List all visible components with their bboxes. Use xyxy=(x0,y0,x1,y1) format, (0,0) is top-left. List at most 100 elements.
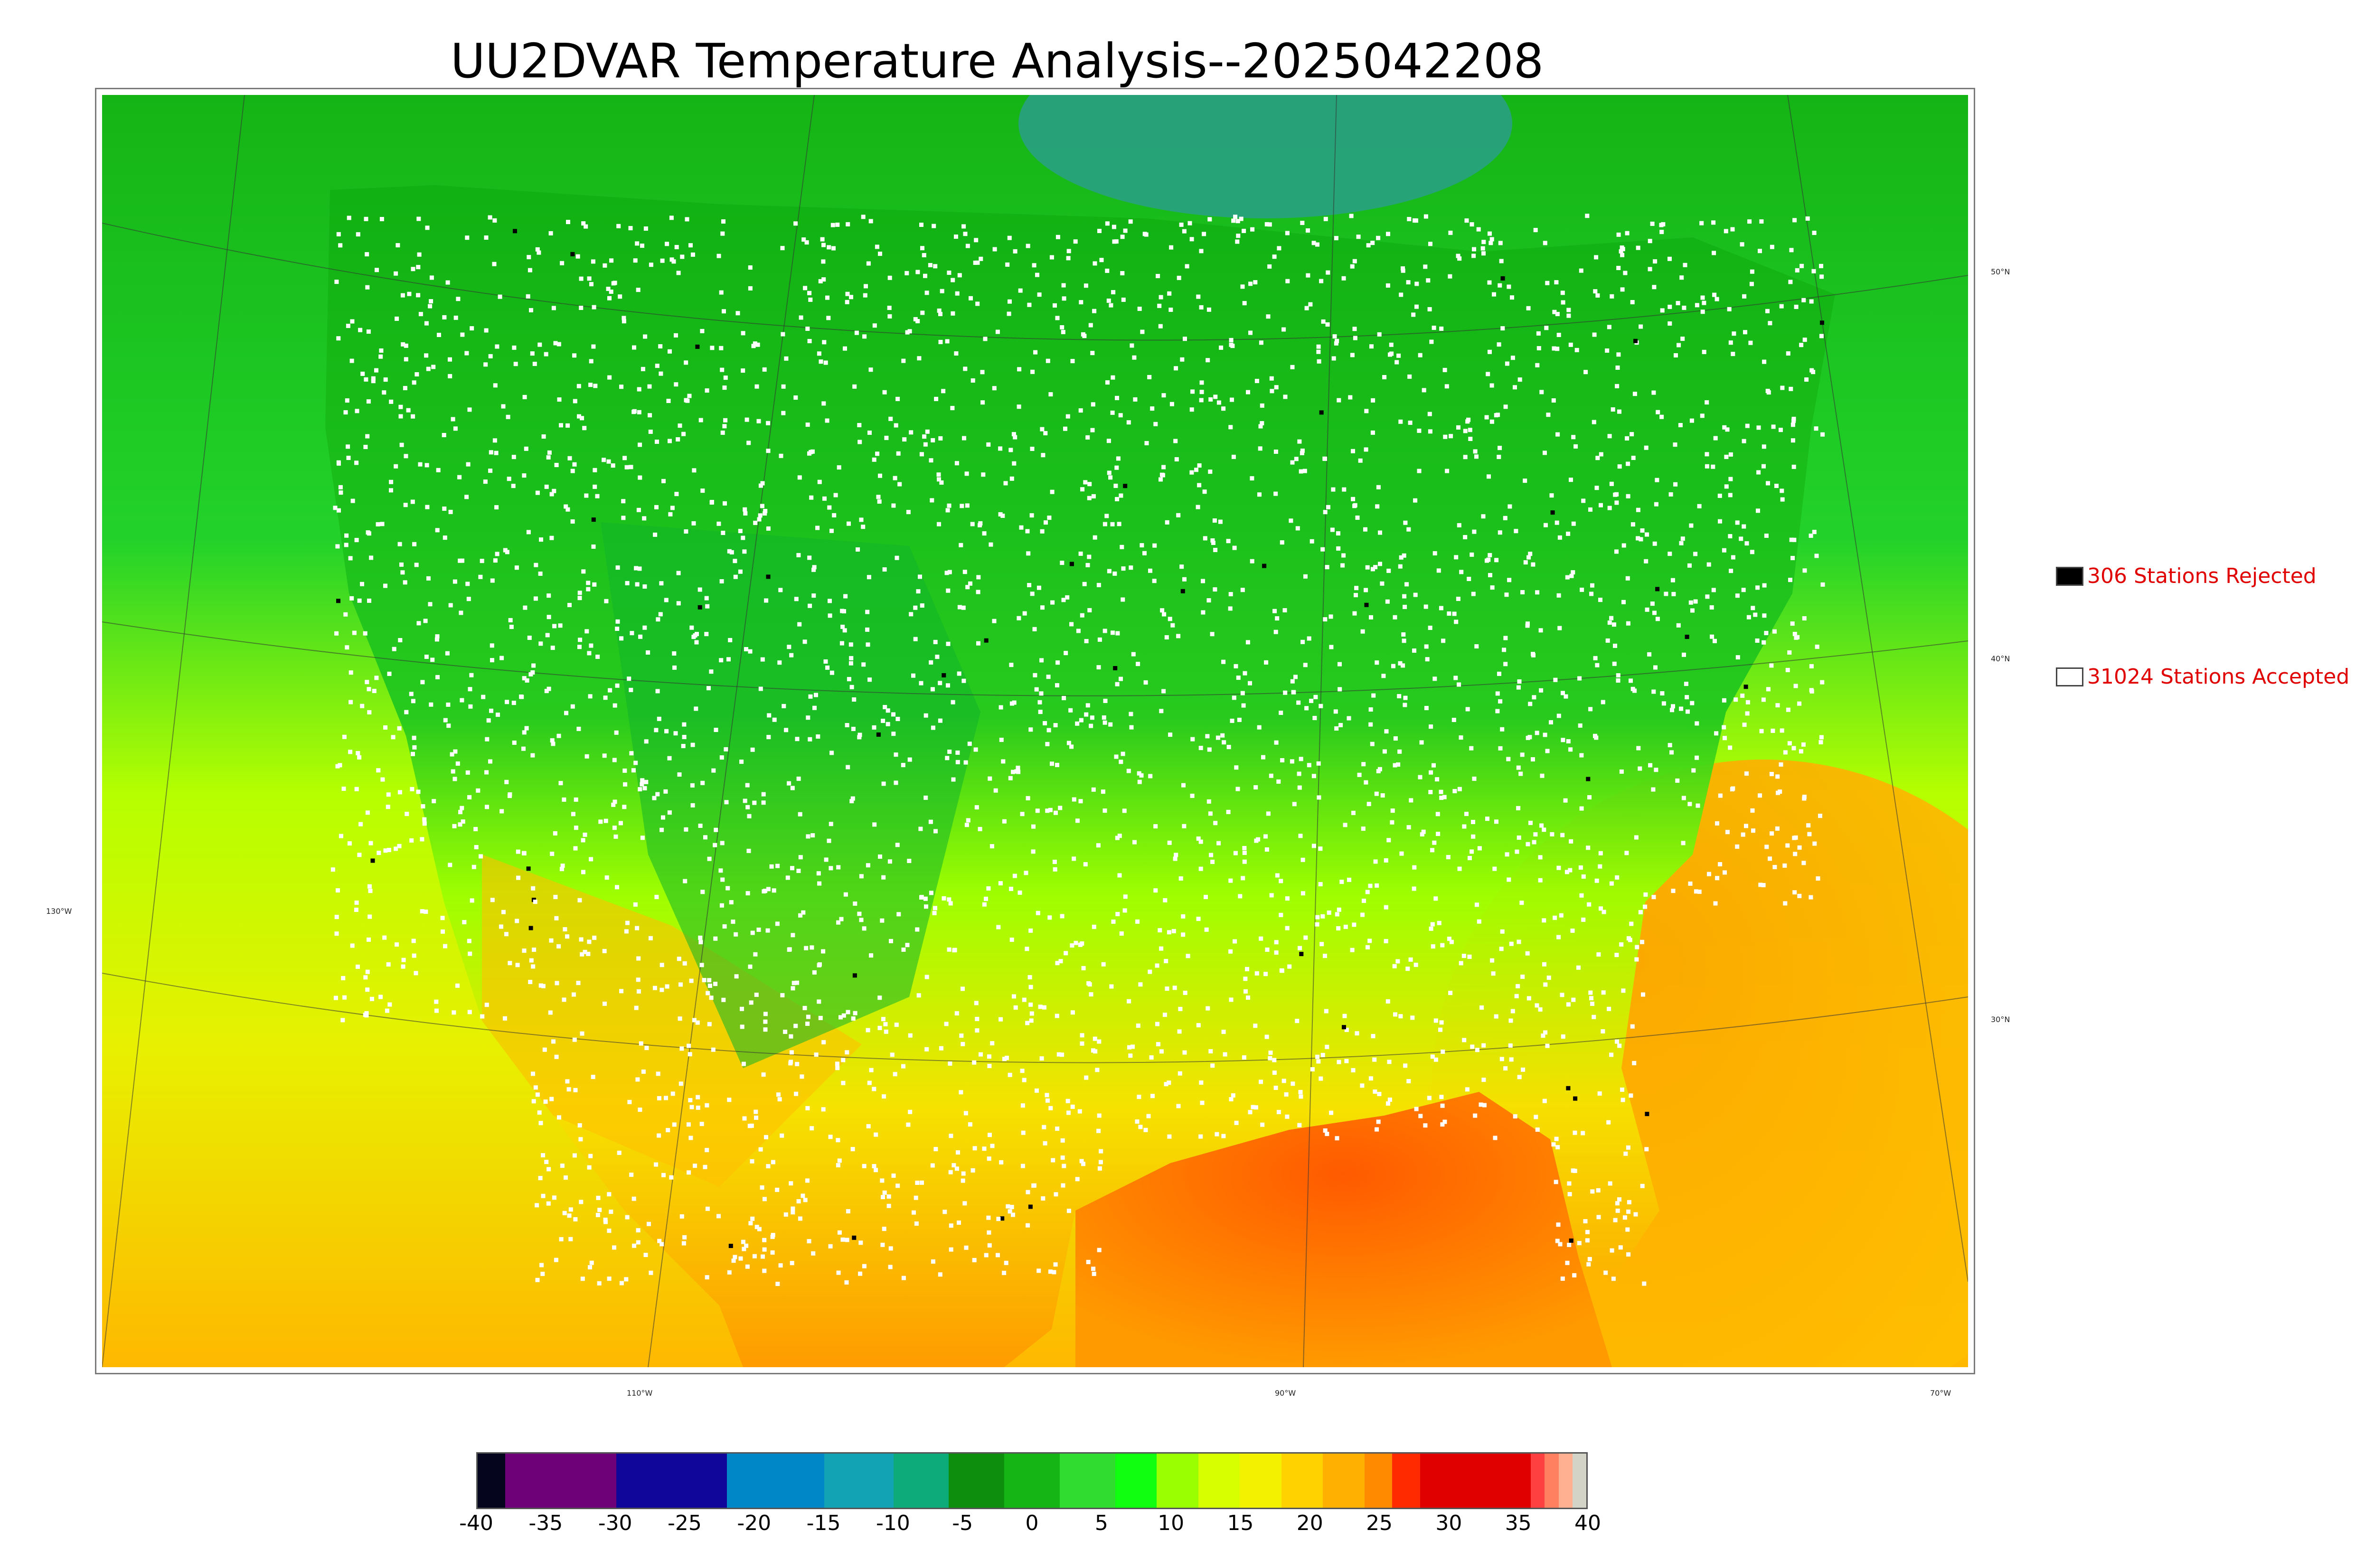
colorbar-tick-label: -25 xyxy=(668,1511,702,1535)
station-accepted xyxy=(1020,1069,1025,1073)
station-accepted xyxy=(1242,301,1247,306)
station-accepted xyxy=(756,928,761,932)
station-accepted xyxy=(1669,750,1674,755)
station-accepted xyxy=(1044,520,1048,525)
station-accepted xyxy=(409,838,414,843)
station-accepted xyxy=(1113,483,1118,488)
station-accepted xyxy=(411,699,415,704)
station-accepted xyxy=(1127,1045,1131,1050)
station-accepted xyxy=(1412,886,1416,891)
station-accepted xyxy=(882,1094,886,1099)
station-accepted xyxy=(1429,724,1433,729)
station-accepted xyxy=(451,417,455,422)
station-accepted xyxy=(976,641,980,646)
station-accepted xyxy=(478,574,483,579)
station-accepted xyxy=(805,423,810,427)
station-accepted xyxy=(1129,712,1133,716)
station-accepted xyxy=(923,713,928,718)
station-accepted xyxy=(1410,1015,1415,1020)
rockies-cold xyxy=(601,522,980,1068)
station-accepted xyxy=(1403,520,1408,525)
station-accepted xyxy=(1791,464,1796,469)
station-accepted xyxy=(1275,616,1280,621)
station-accepted xyxy=(383,583,387,588)
station-accepted xyxy=(394,271,398,276)
station-accepted xyxy=(1787,650,1792,655)
station-accepted xyxy=(1487,474,1491,479)
station-accepted xyxy=(1149,1055,1154,1060)
station-accepted xyxy=(951,1163,956,1168)
station-accepted xyxy=(1385,599,1390,604)
station-accepted xyxy=(352,630,357,635)
station-accepted xyxy=(1492,866,1497,871)
station-accepted xyxy=(1762,444,1766,449)
station-accepted xyxy=(1615,1201,1620,1206)
station-accepted xyxy=(1520,975,1525,979)
colorbar-tick-label: 10 xyxy=(1158,1511,1185,1535)
station-accepted xyxy=(882,1190,887,1195)
station-accepted xyxy=(1472,529,1477,534)
station-accepted xyxy=(456,297,461,301)
station-accepted xyxy=(1797,893,1802,898)
station-accepted xyxy=(1568,342,1573,347)
station-accepted xyxy=(1181,783,1186,788)
station-accepted xyxy=(992,619,997,623)
station-accepted xyxy=(1626,1145,1630,1150)
station-accepted xyxy=(1656,410,1660,414)
station-accepted xyxy=(1259,936,1263,941)
station-accepted xyxy=(350,319,355,324)
station-accepted xyxy=(1022,997,1027,1002)
station-accepted xyxy=(648,936,653,940)
station-accepted xyxy=(1399,292,1404,297)
station-accepted xyxy=(1454,620,1459,624)
station-accepted xyxy=(512,345,517,350)
station-accepted xyxy=(637,387,641,392)
station-accepted xyxy=(780,993,785,997)
station-accepted xyxy=(1138,982,1143,987)
station-accepted xyxy=(986,886,991,891)
station-accepted xyxy=(975,1028,980,1033)
station-accepted xyxy=(1441,1049,1445,1054)
station-accepted xyxy=(416,293,421,298)
station-accepted xyxy=(631,1196,636,1201)
station-accepted xyxy=(635,582,640,587)
station-accepted xyxy=(846,222,850,226)
station-accepted xyxy=(1120,235,1125,239)
station-accepted xyxy=(907,859,912,863)
longitude-lines xyxy=(102,95,1968,1367)
station-accepted xyxy=(571,992,576,997)
station-accepted xyxy=(1029,1011,1034,1016)
station-accepted xyxy=(1027,302,1032,307)
station-accepted xyxy=(577,591,582,595)
station-accepted xyxy=(931,1259,935,1264)
station-accepted xyxy=(1620,1087,1624,1092)
station-accepted xyxy=(1273,629,1278,634)
station-accepted xyxy=(1433,1018,1438,1023)
station-accepted xyxy=(1232,545,1237,550)
station-accepted xyxy=(929,458,933,463)
station-accepted xyxy=(424,910,428,914)
station-accepted xyxy=(1626,1252,1631,1257)
station-accepted xyxy=(810,449,815,454)
station-accepted xyxy=(1467,954,1472,959)
station-accepted xyxy=(1178,876,1183,881)
station-accepted xyxy=(1718,862,1723,866)
station-accepted xyxy=(635,241,640,246)
station-accepted xyxy=(480,1014,485,1019)
station-accepted xyxy=(914,1221,919,1226)
station-accepted xyxy=(624,1277,629,1282)
station-accepted xyxy=(1283,394,1288,399)
colorbar-segment xyxy=(1572,1454,1586,1508)
station-accepted xyxy=(1221,406,1226,411)
station-accepted xyxy=(861,215,866,219)
station-accepted xyxy=(1735,593,1740,598)
station-accepted xyxy=(1300,857,1305,862)
station-accepted xyxy=(576,981,581,986)
station-accepted xyxy=(872,1087,876,1091)
station-accepted xyxy=(1525,951,1530,956)
station-accepted xyxy=(586,581,591,585)
station-accepted xyxy=(347,841,352,846)
station-accepted xyxy=(781,384,786,389)
station-accepted xyxy=(1603,1270,1608,1275)
station-accepted xyxy=(1670,578,1675,582)
